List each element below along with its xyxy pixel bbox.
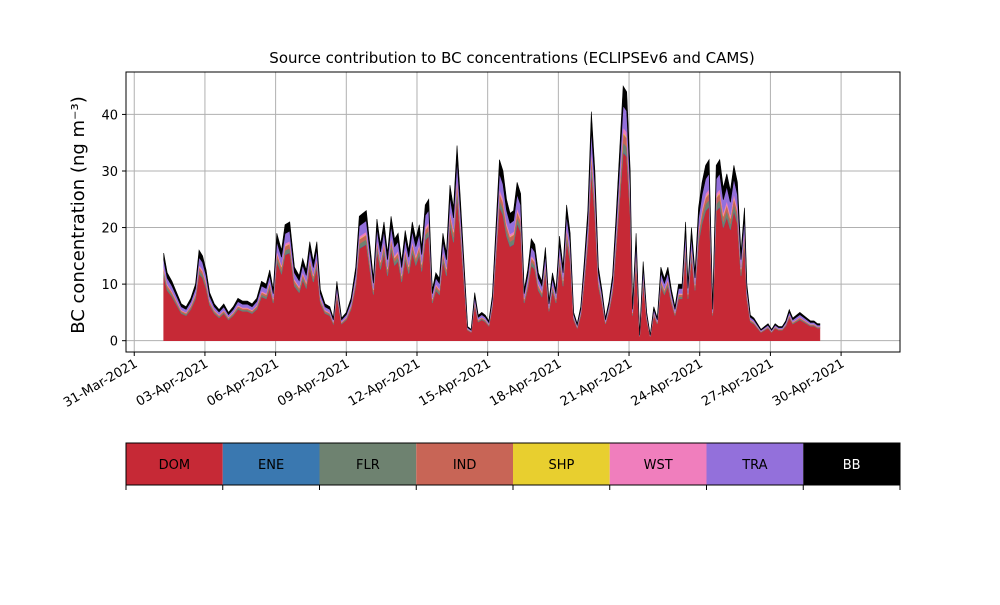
- legend-swatch-ind: [416, 443, 513, 485]
- legend-swatch-ene: [222, 443, 320, 485]
- plot-frame: [125, 71, 901, 353]
- legend-swatch-flr: [319, 443, 417, 485]
- x-tick-label: 12-Apr-2021: [346, 356, 423, 409]
- x-tick-label: 15-Apr-2021: [417, 356, 494, 409]
- legend-label-flr: FLR: [356, 458, 380, 473]
- y-tick-label: 40: [101, 108, 118, 123]
- area-series-bb: [163, 85, 821, 336]
- legend-label-bb: BB: [843, 458, 861, 473]
- legend-swatch-bb: [803, 443, 900, 485]
- y-tick-label: 20: [101, 222, 118, 237]
- y-tick-label: 10: [101, 278, 118, 293]
- y-tick-label: 30: [101, 165, 118, 180]
- stacked-areas: [163, 85, 821, 341]
- x-tick-label: 09-Apr-2021: [275, 356, 352, 409]
- legend-label-tra: TRA: [741, 458, 767, 473]
- x-tick-label: 21-Apr-2021: [558, 356, 635, 409]
- x-tick-label: 24-Apr-2021: [629, 356, 706, 409]
- legend-label-dom: DOM: [159, 458, 190, 473]
- legend-label-shp: SHP: [548, 458, 574, 473]
- legend-swatch-wst: [609, 443, 707, 485]
- legend: DOM ENE FLR IND SHP WST TRA BB: [125, 442, 901, 490]
- y-tick-label: 0: [110, 335, 118, 350]
- legend-swatch-tra: [706, 443, 804, 485]
- legend-swatch-dom: [126, 443, 223, 485]
- x-tick-label: 03-Apr-2021: [134, 356, 211, 409]
- chart-title: Source contribution to BC concentrations…: [269, 49, 754, 67]
- legend-label-ind: IND: [453, 458, 477, 473]
- legend-swatch-shp: [513, 443, 610, 485]
- x-tick-label: 18-Apr-2021: [487, 356, 564, 409]
- legend-label-ene: ENE: [258, 458, 284, 473]
- x-tick-label: 30-Apr-2021: [770, 356, 847, 409]
- x-tick-label: 27-Apr-2021: [699, 356, 776, 409]
- y-axis-label: BC concentration (ng m⁻³): [68, 96, 89, 334]
- x-tick-label: 31-Mar-2021: [61, 356, 140, 410]
- legend-label-wst: WST: [644, 458, 673, 473]
- x-tick-label: 06-Apr-2021: [204, 356, 281, 409]
